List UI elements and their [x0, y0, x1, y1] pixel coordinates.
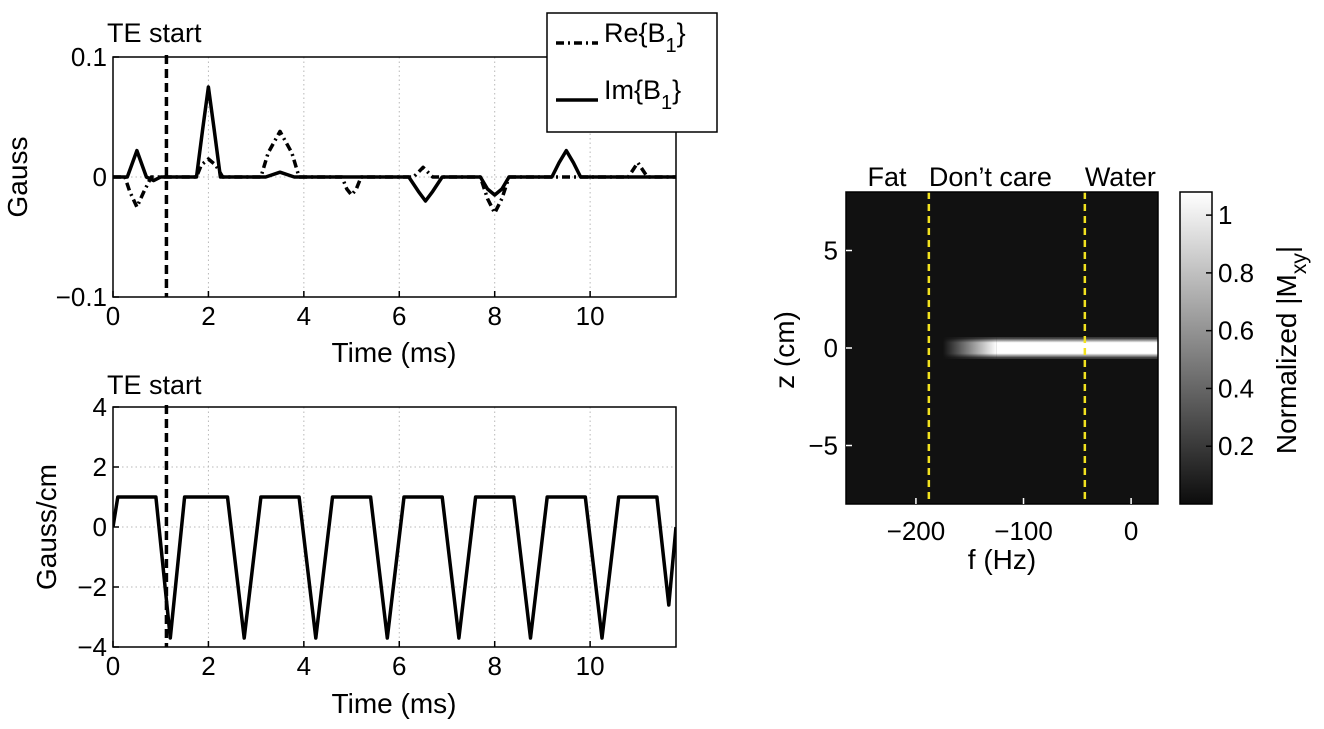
y-tick-label: 2	[93, 452, 107, 482]
x-tick-label: 0	[1124, 516, 1138, 546]
x-tick-label: 6	[392, 651, 406, 681]
legend-re-label: Re{B1}	[604, 18, 686, 57]
rf-pulse-plot: 0 2 4 6 8 10−0.100.1 TE start Gauss Time (ms)…	[2, 12, 718, 368]
x-tick-label: 2	[201, 651, 215, 681]
x-tick-label: 10	[576, 301, 605, 331]
gradient-series	[113, 495, 676, 640]
x-tick-label: −200	[887, 516, 946, 546]
colorbar-tick-label: 0.6	[1218, 316, 1254, 346]
y-tick-label: 5	[824, 236, 838, 266]
x-tick-label: 8	[487, 651, 501, 681]
gradient-ticks: 0 2 4 6 8 10 −4 −2 0 2 4	[77, 392, 604, 681]
heatmap-xlabel: f (Hz)	[968, 544, 1036, 575]
x-tick-label: 4	[297, 651, 311, 681]
y-tick-label: 0	[93, 162, 107, 192]
y-tick-label: −4	[77, 632, 107, 662]
gradient-xlabel: Time (ms)	[332, 688, 457, 719]
legend: Re{B1} Im{B1}	[546, 12, 718, 133]
legend-box	[546, 12, 718, 133]
rf-pulse-ylabel: Gauss	[2, 137, 33, 218]
heatmap-water-band	[942, 337, 1158, 359]
x-tick-label: 6	[392, 301, 406, 331]
legend-re-close: }	[677, 18, 686, 48]
region-label: Don’t care	[929, 162, 1052, 192]
series-gradient-line	[113, 495, 676, 640]
gradient-te-start-label: TE start	[107, 370, 202, 400]
x-tick-label: −100	[994, 516, 1053, 546]
region-label: Water	[1085, 162, 1156, 192]
water-band-edge-fade	[942, 337, 1158, 359]
y-tick-label: −2	[77, 572, 107, 602]
y-tick-label: −5	[808, 431, 838, 461]
x-tick-label: 10	[576, 651, 605, 681]
colorbar-ticks: 0.2 0.4 0.6 0.8 1	[1206, 200, 1254, 461]
legend-re-sub: 1	[666, 35, 677, 57]
x-tick-label: 8	[487, 301, 501, 331]
x-tick-label: 2	[201, 301, 215, 331]
heatmap-region-labels: Fat Don’t care Water	[868, 162, 1156, 192]
series-imb1-line	[113, 85, 676, 203]
gradient-plot: 0 2 4 6 8 10 −4 −2 0 2 4 TE start Gauss/cm Time (m…	[31, 370, 677, 719]
colorbar-label-text: Normalized |M	[1271, 274, 1302, 454]
gradient-axes-box	[112, 406, 677, 648]
x-tick-label: 4	[297, 301, 311, 331]
legend-im-label: Im{B1}	[604, 75, 681, 114]
colorbar-label-close: |	[1271, 246, 1302, 253]
heatmap-ylabel: z (cm)	[769, 311, 800, 389]
rf-pulse-series	[113, 85, 676, 215]
gradient-grid	[112, 406, 676, 648]
colorbar-tick-label: 0.2	[1218, 431, 1254, 461]
colorbar-tick-label: 1	[1218, 200, 1232, 230]
legend-re-text: Re{B	[604, 18, 666, 48]
rf-pulse-ticks: 0 2 4 6 8 10−0.100.1	[56, 42, 605, 331]
colorbar	[1179, 191, 1213, 505]
colorbar-tick-label: 0.4	[1218, 373, 1254, 403]
excitation-profile-plot: −200 −100 0−505 Fat Don’t care Water z (cm) …	[769, 162, 1311, 575]
legend-im-sub: 1	[661, 92, 672, 114]
y-tick-label: 4	[93, 392, 107, 422]
colorbar-label: Normalized |Mxy|	[1271, 246, 1311, 454]
colorbar-tick-label: 0.8	[1218, 258, 1254, 288]
y-tick-label: 0.1	[71, 42, 107, 72]
heatmap-ticks: −200 −100 0 −5 0 5	[808, 236, 1138, 547]
rf-pulse-xlabel: Time (ms)	[332, 337, 457, 368]
legend-im-close: }	[672, 75, 681, 105]
legend-im-text: Im{B	[604, 75, 661, 105]
region-label: Fat	[868, 162, 908, 192]
y-tick-label: 0	[93, 512, 107, 542]
x-tick-label: 0	[106, 651, 120, 681]
colorbar-label-sub: xy	[1288, 253, 1311, 275]
rf-pulse-te-start-label: TE start	[107, 18, 202, 48]
heatmap-boundaries	[927, 192, 1087, 504]
y-tick-label: 0	[824, 333, 838, 363]
gradient-ylabel: Gauss/cm	[31, 464, 62, 590]
y-tick-label: −0.1	[56, 282, 107, 312]
x-tick-label: 0	[106, 301, 120, 331]
